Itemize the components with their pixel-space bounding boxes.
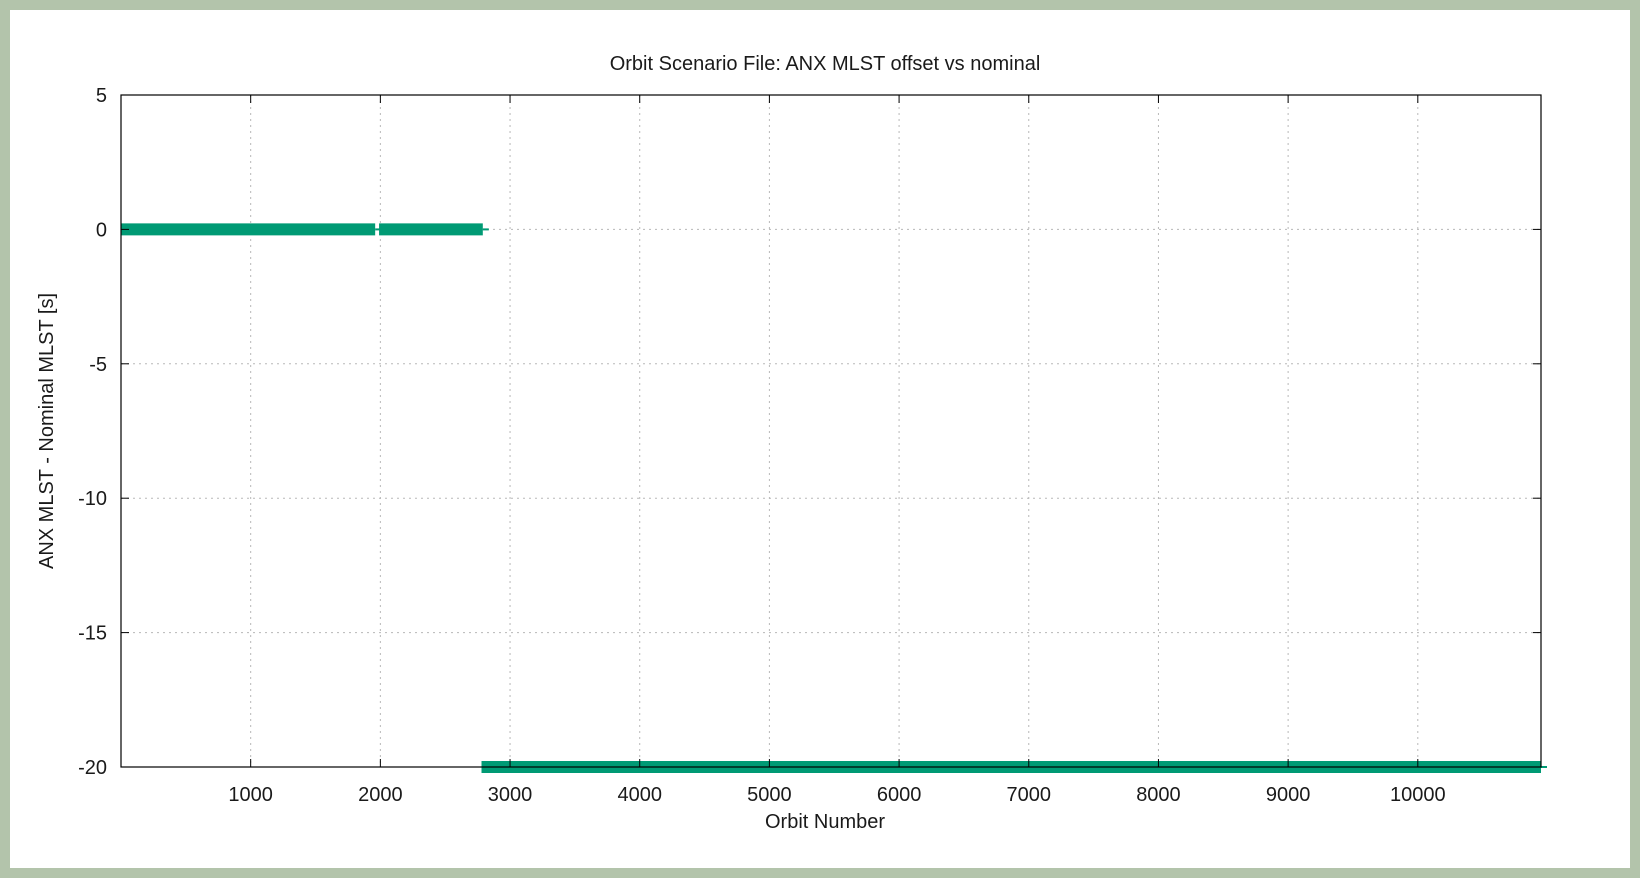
x-tick-label: 2000 (358, 784, 403, 806)
x-tick-label: 1000 (228, 784, 273, 806)
plot-area-border (120, 94, 1542, 768)
y-tick-label: 0 (96, 219, 107, 241)
x-axis-ticks: 1000 2000 3000 4000 5000 6000 7000 8000 9000 1000… (228, 95, 1446, 806)
y-tick-label: -5 (89, 354, 107, 376)
y-axis-ticks: 5 0 -5 -10 -15 -20 (78, 85, 1541, 779)
y-tick-label: -10 (78, 488, 107, 510)
x-tick-label: 3000 (488, 784, 533, 806)
y-tick-label: -15 (78, 623, 107, 645)
orbit-mlst-chart: Orbit Scenario File: ANX MLST offset vs … (36, 53, 1547, 833)
y-tick-label: 5 (96, 85, 107, 107)
y-tick-label: -20 (78, 757, 107, 779)
x-tick-label: 7000 (1007, 784, 1052, 806)
x-tick-label: 9000 (1266, 784, 1311, 806)
y-axis-label: ANX MLST - Nominal MLST [s] (36, 293, 58, 569)
x-axis-label: Orbit Number (765, 811, 885, 833)
x-tick-label: 4000 (617, 784, 662, 806)
x-tick-label: 5000 (747, 784, 792, 806)
chart-frame: Orbit Scenario File: ANX MLST offset vs … (10, 10, 1630, 868)
x-tick-label: 8000 (1136, 784, 1181, 806)
grid-lines (121, 95, 1541, 767)
x-tick-label: 10000 (1390, 784, 1446, 806)
x-tick-label: 6000 (877, 784, 922, 806)
chart-title: Orbit Scenario File: ANX MLST offset vs … (610, 53, 1041, 75)
